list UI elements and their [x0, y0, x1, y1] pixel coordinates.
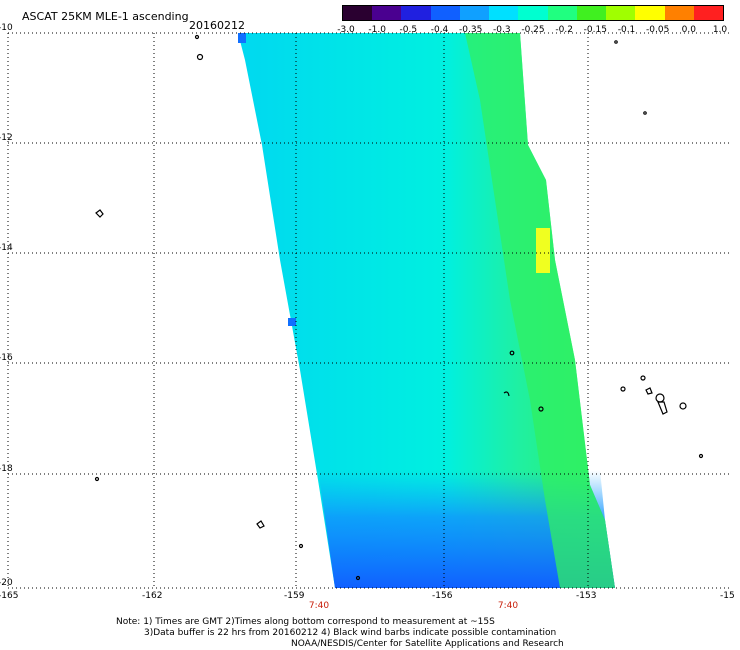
latitude-tick-label: -10 — [0, 23, 13, 33]
colorbar-label: -0.25 — [521, 25, 545, 35]
colorbar-label: 0.0 — [681, 25, 696, 35]
time-label: 7:40 — [308, 601, 330, 611]
colorbar-swatch — [343, 6, 373, 20]
time-label: 7:40 — [497, 601, 519, 611]
latitude-tick-label: -18 — [0, 464, 13, 474]
colorbar-swatch — [401, 6, 431, 20]
chart-date: 20160212 — [189, 19, 245, 32]
note-line-2: 3)Data buffer is 22 hrs from 20160212 4)… — [144, 628, 557, 638]
colorbar-label: -0.3 — [493, 25, 511, 35]
colorbar-label: -3.0 — [337, 25, 355, 35]
grid-lines — [8, 33, 732, 588]
colorbar-swatch — [664, 6, 694, 20]
latitude-tick-label: -20 — [0, 578, 13, 588]
swath-blue-pixel — [288, 318, 296, 326]
colorbar-swatch — [693, 6, 724, 20]
longitude-tick-label: -15 — [720, 591, 735, 601]
colorbar-swatch — [430, 6, 460, 20]
plot-frame — [7, 32, 732, 589]
note-line-1: Note: 1) Times are GMT 2)Times along bot… — [116, 617, 495, 627]
colorbar-swatch — [372, 6, 402, 20]
colorbar-swatch — [635, 6, 665, 20]
swath-blue-pixel — [238, 33, 246, 43]
colorbar-swatch — [489, 6, 519, 20]
swath-yellow-patch — [536, 228, 550, 273]
note-line-3: NOAA/NESDIS/Center for Satellite Applica… — [291, 639, 564, 649]
longitude-tick-label: -162 — [142, 591, 163, 601]
colorbar-label: -0.5 — [399, 25, 418, 35]
colorbar-label: -0.15 — [583, 25, 607, 35]
swath-green-edge — [465, 33, 615, 588]
colorbar-swatch — [518, 6, 548, 20]
latitude-tick-label: -16 — [0, 353, 13, 363]
colorbar-label: -0.1 — [617, 25, 636, 35]
colorbar-swatch — [576, 6, 607, 20]
longitude-tick-label: -156 — [432, 591, 453, 601]
colorbar-swatch — [547, 6, 577, 20]
longitude-tick-label: -153 — [576, 591, 597, 601]
colorbar-label: -0.2 — [555, 25, 573, 35]
colorbar-label: -0.4 — [430, 25, 449, 35]
colorbar — [342, 5, 724, 21]
island-outlines — [94, 34, 704, 581]
colorbar-label: -1.0 — [368, 25, 386, 35]
longitude-tick-label: -165 — [0, 591, 19, 601]
latitude-tick-label: -12 — [0, 133, 13, 143]
latitude-tick-label: -14 — [0, 243, 13, 253]
colorbar-label: 1.0 — [712, 25, 728, 35]
colorbar-label: -0.05 — [646, 25, 670, 35]
colorbar-swatch — [606, 6, 636, 20]
longitude-tick-label: -159 — [284, 591, 305, 601]
swath-blue-region — [318, 470, 615, 588]
colorbar-swatch — [459, 6, 490, 20]
chart-title: ASCAT 25KM MLE-1 ascending — [22, 10, 189, 23]
colorbar-label: -0.35 — [459, 25, 483, 35]
